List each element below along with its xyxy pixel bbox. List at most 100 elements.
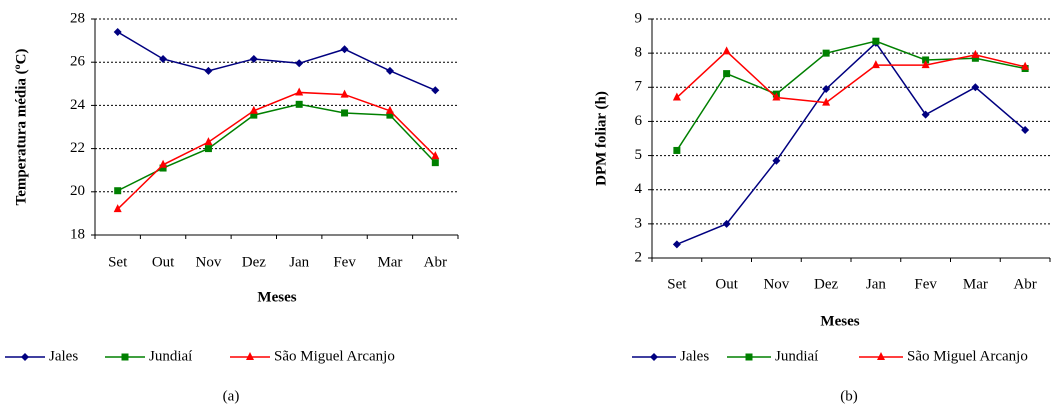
data-point: [249, 54, 258, 63]
series-line: [676, 40, 1026, 151]
data-point: [673, 146, 681, 154]
data-point: [971, 49, 980, 58]
data-point: [250, 111, 258, 119]
x-axis-label: Meses: [257, 289, 296, 305]
x-tick-label: Mar: [963, 276, 988, 292]
x-tick-label: Set: [667, 276, 687, 292]
data-point: [1021, 125, 1030, 134]
data-point: [921, 60, 930, 69]
y-tick-label: 6: [635, 113, 643, 129]
x-tick-label: Abr: [1013, 276, 1036, 292]
data-point: [822, 97, 831, 106]
data-point: [159, 159, 168, 168]
y-tick-label: 24: [70, 97, 86, 113]
legend-marker: [246, 352, 254, 360]
y-tick-label: 20: [70, 183, 85, 199]
data-point: [295, 87, 304, 96]
x-tick-label: Dez: [242, 254, 266, 270]
y-tick-label: 7: [635, 79, 643, 95]
y-axis-label: Temperatura média (ºC): [13, 49, 29, 206]
data-point: [385, 105, 394, 114]
x-tick-label: Nov: [763, 276, 789, 292]
y-tick-label: 28: [70, 10, 85, 26]
data-point: [113, 204, 122, 213]
data-point: [722, 219, 731, 228]
data-point: [971, 54, 979, 62]
data-point: [921, 110, 930, 119]
x-tick-label: Fev: [914, 276, 937, 292]
x-tick-label: Out: [152, 254, 175, 270]
data-point: [114, 187, 122, 195]
x-tick-label: Dez: [814, 276, 838, 292]
data-point: [822, 49, 830, 57]
series-line: [117, 91, 436, 210]
y-tick-label: 2: [635, 249, 643, 265]
data-point: [204, 145, 212, 153]
data-point: [723, 70, 731, 78]
data-point: [159, 164, 167, 172]
series-line: [676, 41, 1026, 246]
data-point: [295, 59, 304, 68]
y-axis-label: DPM foliar (h): [593, 91, 609, 186]
x-tick-label: Jan: [866, 276, 886, 292]
data-point: [431, 159, 439, 167]
data-point: [159, 54, 168, 63]
data-point: [822, 84, 831, 93]
legend-label: Jundiaí: [149, 348, 192, 364]
series-line: [117, 103, 436, 192]
data-point: [204, 137, 213, 146]
x-tick-label: Nov: [196, 254, 222, 270]
series-line: [117, 31, 436, 91]
data-point: [340, 45, 349, 54]
x-tick-label: Fev: [333, 254, 356, 270]
data-point: [971, 83, 980, 92]
legend-marker: [877, 352, 885, 360]
data-point: [872, 37, 880, 45]
x-tick-label: Mar: [377, 254, 402, 270]
y-tick-label: 4: [635, 181, 643, 197]
x-tick-label: Jan: [289, 254, 309, 270]
x-tick-label: Set: [108, 254, 128, 270]
data-point: [772, 156, 781, 165]
data-point: [340, 89, 349, 98]
y-tick-label: 22: [70, 140, 85, 156]
y-tick-label: 8: [635, 45, 643, 61]
data-point: [341, 109, 349, 117]
data-point: [772, 92, 781, 101]
caption: (a): [223, 388, 240, 404]
data-point: [672, 240, 681, 249]
data-point: [431, 151, 440, 160]
legend-label: São Miguel Arcanjo: [907, 348, 1028, 364]
data-point: [672, 92, 681, 101]
y-tick-label: 26: [70, 54, 86, 70]
legend-label: Jundiaí: [775, 348, 818, 364]
data-point: [871, 60, 880, 69]
x-tick-label: Out: [715, 276, 738, 292]
legend-label: São Miguel Arcanjo: [274, 348, 395, 364]
legend-marker: [121, 353, 129, 361]
series-line: [676, 50, 1026, 104]
y-tick-label: 5: [635, 147, 643, 163]
y-tick-label: 3: [635, 215, 643, 231]
data-point: [113, 27, 122, 36]
x-axis-label: Meses: [820, 313, 859, 329]
y-tick-label: 18: [70, 226, 85, 242]
legend-marker: [21, 353, 29, 361]
caption: (b): [840, 388, 858, 404]
data-point: [431, 86, 440, 95]
legend-label: Jales: [680, 348, 709, 364]
data-point: [722, 46, 731, 55]
data-point: [922, 56, 930, 64]
data-point: [386, 111, 394, 119]
data-point: [1021, 61, 1030, 70]
legend-marker: [650, 353, 658, 361]
data-point: [385, 66, 394, 75]
x-tick-label: Abr: [424, 254, 447, 270]
data-point: [204, 66, 213, 75]
legend-marker: [745, 353, 753, 361]
data-point: [249, 105, 258, 114]
data-point: [295, 100, 303, 108]
legend-label: Jales: [49, 348, 78, 364]
y-tick-label: 9: [635, 10, 643, 26]
